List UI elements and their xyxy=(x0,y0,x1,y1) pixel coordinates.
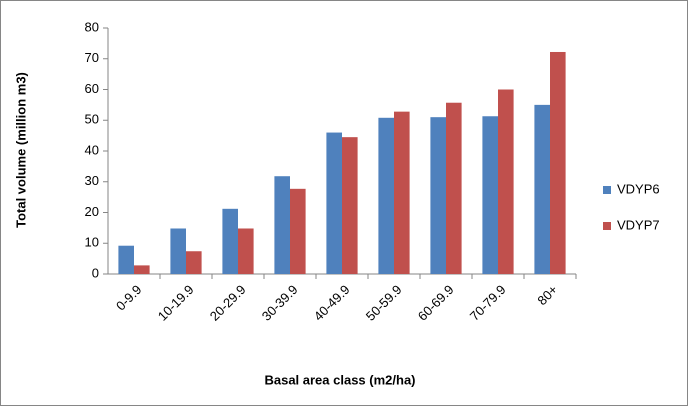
bar xyxy=(534,104,550,274)
bar xyxy=(498,89,514,274)
bar xyxy=(378,117,394,274)
y-tick-label: 80 xyxy=(85,19,99,34)
legend-label: VDYP6 xyxy=(617,181,660,196)
y-axis-label: Total volume (million m3) xyxy=(13,72,28,228)
y-tick-label: 70 xyxy=(85,50,99,65)
bar xyxy=(482,116,498,274)
legend-label: VDYP7 xyxy=(617,217,660,232)
bar xyxy=(170,228,186,274)
y-tick-label: 0 xyxy=(92,265,99,280)
bar xyxy=(290,188,306,274)
y-tick-label: 10 xyxy=(85,235,99,250)
bar xyxy=(342,137,358,274)
y-tick-label: 20 xyxy=(85,204,99,219)
legend-swatch xyxy=(603,186,611,194)
bar xyxy=(430,117,446,274)
bar xyxy=(274,176,290,274)
bar xyxy=(134,265,150,274)
y-tick-label: 40 xyxy=(85,142,99,157)
y-tick-label: 30 xyxy=(85,173,99,188)
bar xyxy=(326,132,342,274)
bar xyxy=(550,51,566,274)
bar xyxy=(186,251,202,274)
bar xyxy=(238,228,254,274)
bar xyxy=(394,111,410,274)
y-tick-label: 50 xyxy=(85,112,99,127)
y-tick-label: 60 xyxy=(85,81,99,96)
bar xyxy=(118,245,134,274)
bar xyxy=(446,102,462,274)
x-axis-label: Basal area class (m2/ha) xyxy=(264,372,415,387)
legend-swatch xyxy=(603,222,611,230)
bar xyxy=(222,208,238,274)
